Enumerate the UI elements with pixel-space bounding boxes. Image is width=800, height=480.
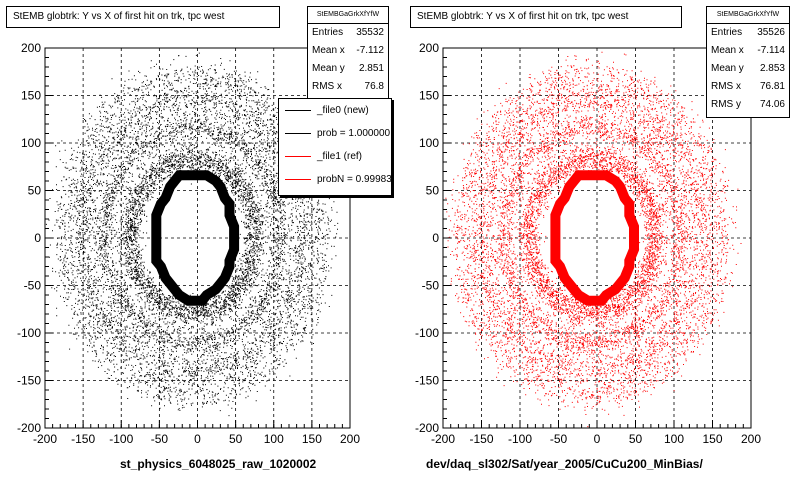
left-stat-mean-y: Mean y 2.851 — [312, 63, 384, 74]
x-tick-label: -50 — [151, 432, 169, 446]
y-tick-label: -200 — [17, 421, 41, 435]
y-tick-label: -50 — [422, 279, 440, 293]
legend-entry-file1: _file1 (ref) — [279, 145, 391, 168]
left-stats-box: StEMBGaGrkXfYfW Entries 35532 Mean x -7.11… — [307, 6, 389, 100]
right-x-axis-title: dev/daq_sl302/Sat/year_2005/CuCu200_MinB… — [426, 457, 703, 471]
right-stats-box: StEMBGaGrkXfYfW Entries 35526 Mean x -7.11… — [706, 6, 790, 118]
inner-pad-ring — [151, 170, 240, 306]
left-stat-rms-x: RMS x 76.8 — [312, 81, 384, 92]
right-stat-rms-y: RMS y 74.06 — [711, 99, 785, 110]
legend-entry-prob: prob = 1.000000 — [279, 122, 391, 145]
x-tick-label: 150 — [302, 432, 322, 446]
right-histogram-panel: -200 -150 -100 -50 0 50 100 150 200 -200 -150 -100 -… — [400, 0, 800, 480]
left-plot-title: StEMB globtrk: Y vs X of first hit on tr… — [6, 6, 280, 28]
scatter-points — [445, 51, 742, 428]
scatter-points — [45, 52, 339, 417]
y-tick-label: 50 — [426, 184, 440, 198]
y-tick-label: 200 — [419, 41, 439, 55]
x-tick-label: -150 — [469, 432, 493, 446]
right-plot-title: StEMB globtrk: Y vs X of first hit on tr… — [410, 6, 682, 28]
y-tick-label: -150 — [17, 374, 41, 388]
left-x-axis-title: st_physics_6048025_raw_1020002 — [120, 457, 317, 471]
right-stat-rms-x: RMS x 76.81 — [711, 81, 785, 92]
left-scatter-plot: -200 -150 -100 -50 0 50 100 150 200 -200 -150 -100 -… — [17, 41, 360, 446]
x-tick-label: 0 — [594, 432, 601, 446]
x-tick-label: 100 — [264, 432, 284, 446]
y-tick-label: -100 — [17, 326, 41, 340]
right-stat-mean-y: Mean y 2.853 — [711, 63, 785, 74]
y-tick-label: -100 — [415, 326, 439, 340]
y-tick-label: 100 — [21, 136, 41, 150]
x-tick-label: -200 — [431, 432, 455, 446]
x-tick-label: 0 — [194, 432, 201, 446]
inner-pad-ring — [550, 170, 639, 306]
x-tick-label: -100 — [508, 432, 532, 446]
x-tick-label: 100 — [664, 432, 684, 446]
x-tick-label: -100 — [109, 432, 133, 446]
x-tick-label: -200 — [33, 432, 57, 446]
left-stat-entries: Entries 35532 — [312, 27, 384, 38]
x-tick-label: -50 — [550, 432, 568, 446]
legend-entry-probn: probN = 0.99983 — [279, 168, 391, 191]
y-tick-label: 100 — [419, 136, 439, 150]
x-tick-label: 150 — [702, 432, 722, 446]
y-tick-label: -50 — [24, 279, 42, 293]
left-histogram-panel: -200 -150 -100 -50 0 50 100 150 200 -200 -150 -100 -… — [6, 6, 392, 471]
x-tick-label: 50 — [629, 432, 643, 446]
legend: _file0 (new) prob = 1.000000 _file1 (ref… — [278, 98, 392, 196]
y-tick-label: 0 — [34, 231, 41, 245]
left-stats-name: StEMBGaGrkXfYfW — [308, 7, 388, 24]
x-tick-label: 50 — [229, 432, 243, 446]
y-tick-label: 150 — [21, 89, 41, 103]
legend-entry-file0: _file0 (new) — [279, 99, 391, 122]
right-scatter-plot: -200 -150 -100 -50 0 50 100 150 200 -200 -150 -100 -… — [415, 41, 761, 446]
y-tick-label: 200 — [21, 41, 41, 55]
right-stat-entries: Entries 35526 — [711, 27, 785, 38]
x-tick-label: 200 — [340, 432, 360, 446]
y-tick-label: -150 — [415, 374, 439, 388]
y-tick-label: 150 — [419, 89, 439, 103]
right-stats-name: StEMBGaGrkXfYfW — [707, 7, 789, 24]
right-stat-mean-x: Mean x -7.114 — [711, 45, 785, 56]
x-tick-label: -150 — [71, 432, 95, 446]
left-stat-mean-x: Mean x -7.112 — [312, 45, 384, 56]
y-tick-label: 50 — [28, 184, 42, 198]
y-tick-label: 0 — [432, 231, 439, 245]
y-tick-label: -200 — [415, 421, 439, 435]
x-tick-label: 200 — [741, 432, 761, 446]
